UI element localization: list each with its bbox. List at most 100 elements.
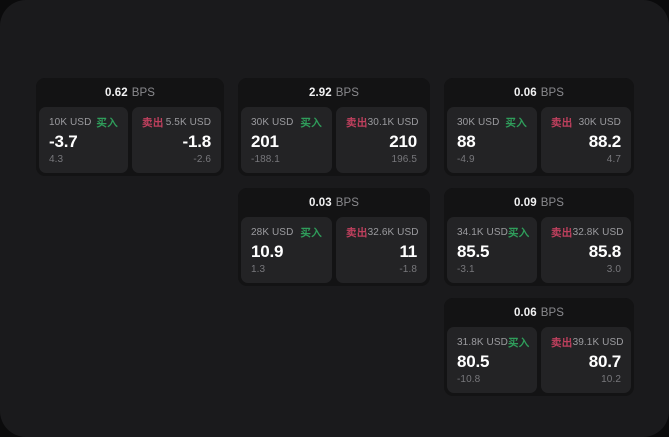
sell-side-header: 卖出 32.6K USD (346, 226, 419, 239)
buy-action-label: 买入 (300, 116, 323, 129)
sell-delta: 3.0 (606, 264, 621, 275)
bps-value: 0.03 (308, 196, 332, 209)
bps-unit: BPS (540, 306, 565, 319)
bps-value: 0.62 (104, 86, 128, 99)
buy-side[interactable]: 30K USD 买入 88 -4.9 (447, 107, 537, 173)
buy-side-header: 28K USD 买入 (251, 226, 323, 239)
quote-card[interactable]: 0.09 BPS 34.1K USD 买入 85.5 -3.1 卖出 (444, 188, 634, 286)
sell-action-label: 卖出 (346, 226, 368, 239)
sell-side[interactable]: 卖出 30.1K USD 210 196.5 (336, 107, 428, 173)
sell-side[interactable]: 卖出 30K USD 88.2 4.7 (541, 107, 631, 173)
sell-delta: -1.8 (399, 264, 418, 275)
card-body: 30K USD 买入 201 -188.1 卖出 30.1K USD 210 1… (238, 107, 430, 176)
buy-price: 201 (251, 131, 279, 151)
sell-action-label: 卖出 (551, 226, 573, 239)
buy-price: 88 (457, 131, 476, 151)
buy-price: 10.9 (251, 241, 284, 261)
bps-unit: BPS (131, 86, 156, 99)
sell-price: 88.2 (588, 131, 621, 151)
quote-card[interactable]: 0.06 BPS 31.8K USD 买入 80.5 -10.8 卖 (444, 298, 634, 396)
sell-size-label: 32.6K USD (367, 226, 419, 238)
buy-size-label: 28K USD (251, 226, 294, 238)
sell-price: 210 (389, 131, 418, 151)
quote-card-grid: 0.62 BPS 10K USD 买入 -3.7 4.3 卖出 (36, 78, 634, 396)
card-header: 0.09 BPS (444, 188, 634, 217)
bps-unit: BPS (335, 196, 360, 209)
card-header: 2.92 BPS (238, 78, 430, 107)
sell-size-label: 32.8K USD (572, 226, 624, 238)
buy-side-header: 10K USD 买入 (49, 116, 119, 129)
buy-action-label: 买入 (505, 116, 527, 129)
card-body: 30K USD 买入 88 -4.9 卖出 30K USD 88.2 4.7 (444, 107, 634, 176)
column-right: 0.06 BPS 30K USD 买入 88 -4.9 卖出 (444, 78, 634, 396)
sell-side-header: 卖出 32.8K USD (551, 226, 624, 239)
card-body: 28K USD 买入 10.9 1.3 卖出 32.6K USD 11 -1.8 (238, 217, 430, 286)
sell-price: 85.8 (588, 241, 621, 261)
sell-side-header: 卖出 39.1K USD (551, 336, 624, 349)
buy-side-header: 30K USD 买入 (251, 116, 323, 129)
buy-side[interactable]: 28K USD 买入 10.9 1.3 (241, 217, 333, 283)
card-body: 31.8K USD 买入 80.5 -10.8 卖出 39.1K USD 80.… (444, 327, 634, 396)
buy-side[interactable]: 34.1K USD 买入 85.5 -3.1 (447, 217, 537, 283)
buy-size-label: 10K USD (49, 116, 92, 128)
buy-action-label: 买入 (507, 226, 530, 239)
sell-size-label: 30K USD (578, 116, 621, 128)
buy-price: 85.5 (457, 241, 490, 261)
buy-side[interactable]: 31.8K USD 买入 80.5 -10.8 (447, 327, 537, 393)
buy-side[interactable]: 10K USD 买入 -3.7 4.3 (39, 107, 129, 173)
buy-size-label: 31.8K USD (457, 336, 508, 348)
sell-size-label: 39.1K USD (572, 336, 624, 348)
bps-value: 2.92 (308, 86, 332, 99)
sell-price: 11 (399, 241, 418, 261)
buy-delta: -188.1 (251, 154, 280, 165)
card-header: 0.06 BPS (444, 78, 634, 107)
buy-action-label: 买入 (96, 116, 119, 129)
buy-action-label: 买入 (300, 226, 323, 239)
buy-price: 80.5 (457, 351, 490, 371)
sell-price: -1.8 (182, 131, 212, 151)
column-left: 0.62 BPS 10K USD 买入 -3.7 4.3 卖出 (36, 78, 225, 176)
sell-side[interactable]: 卖出 32.8K USD 85.8 3.0 (541, 217, 631, 283)
buy-delta: -10.8 (457, 374, 481, 385)
bps-unit: BPS (335, 86, 360, 99)
buy-delta: 1.3 (251, 264, 266, 275)
buy-action-label: 买入 (507, 336, 530, 349)
sell-delta: 196.5 (391, 154, 418, 165)
card-header: 0.06 BPS (444, 298, 634, 327)
bps-value: 0.06 (513, 306, 537, 319)
sell-delta: 10.2 (601, 374, 621, 385)
sell-action-label: 卖出 (346, 116, 368, 129)
sell-side[interactable]: 卖出 32.6K USD 11 -1.8 (336, 217, 428, 283)
card-body: 34.1K USD 买入 85.5 -3.1 卖出 32.8K USD 85.8… (444, 217, 634, 286)
card-header: 0.03 BPS (238, 188, 430, 217)
bps-value: 0.06 (513, 86, 537, 99)
buy-delta: -4.9 (457, 154, 475, 165)
card-header: 0.62 BPS (36, 78, 225, 107)
quote-card[interactable]: 0.03 BPS 28K USD 买入 10.9 1.3 卖出 (238, 188, 430, 286)
buy-size-label: 30K USD (457, 116, 500, 128)
sell-side[interactable]: 卖出 39.1K USD 80.7 10.2 (541, 327, 631, 393)
sell-side[interactable]: 卖出 5.5K USD -1.8 -2.6 (132, 107, 222, 173)
quote-card[interactable]: 2.92 BPS 30K USD 买入 201 -188.1 卖出 (238, 78, 430, 176)
sell-action-label: 卖出 (551, 116, 573, 129)
buy-size-label: 30K USD (251, 116, 294, 128)
quote-card[interactable]: 0.06 BPS 30K USD 买入 88 -4.9 卖出 (444, 78, 634, 176)
bps-unit: BPS (540, 86, 565, 99)
buy-side[interactable]: 30K USD 买入 201 -188.1 (241, 107, 333, 173)
sell-side-header: 卖出 30.1K USD (346, 116, 418, 129)
sell-action-label: 卖出 (551, 336, 573, 349)
buy-price: -3.7 (49, 131, 78, 151)
sell-side-header: 卖出 5.5K USD (142, 116, 211, 129)
bps-value: 0.09 (513, 196, 537, 209)
bps-unit: BPS (540, 196, 565, 209)
quote-card[interactable]: 0.62 BPS 10K USD 买入 -3.7 4.3 卖出 (36, 78, 225, 176)
buy-delta: -3.1 (457, 264, 475, 275)
sell-action-label: 卖出 (142, 116, 164, 129)
column-middle: 2.92 BPS 30K USD 买入 201 -188.1 卖出 (238, 78, 430, 286)
card-body: 10K USD 买入 -3.7 4.3 卖出 5.5K USD -1.8 -2.… (36, 107, 224, 176)
buy-side-header: 31.8K USD 买入 (457, 336, 530, 349)
sell-price: 80.7 (588, 351, 621, 371)
buy-size-label: 34.1K USD (457, 226, 508, 238)
sell-delta: 4.7 (606, 154, 621, 165)
